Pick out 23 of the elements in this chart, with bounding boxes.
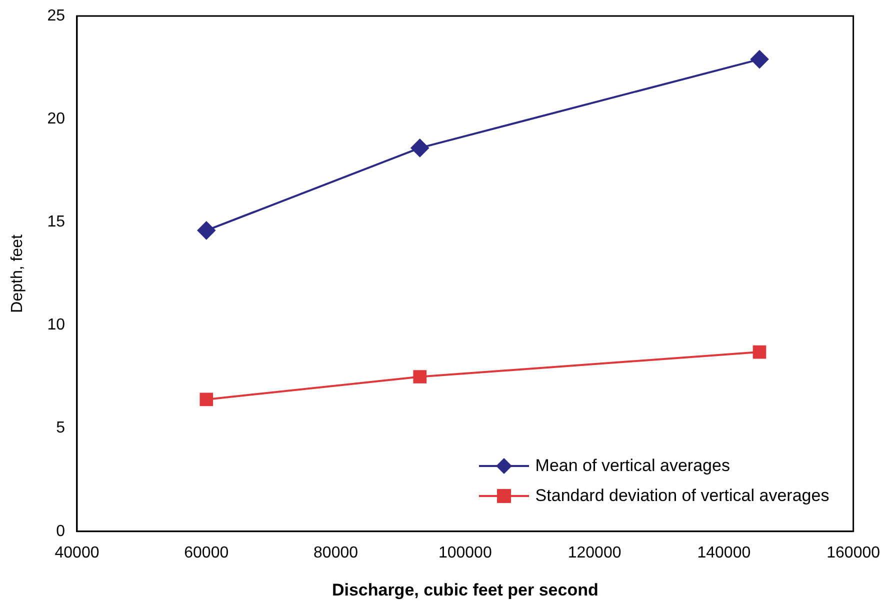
y-axis-title: Depth, feet [9, 234, 26, 313]
x-tick-label: 140000 [697, 544, 751, 562]
y-tick-label: 10 [47, 316, 66, 334]
point [200, 392, 214, 406]
y-tick-label: 15 [47, 214, 66, 231]
legend-label: Standard deviation of vertical averages [535, 486, 830, 506]
point [410, 138, 429, 157]
x-tick-label: 40000 [54, 544, 100, 562]
x-tick-label: 60000 [184, 544, 229, 562]
y-tick-label: 25 [47, 7, 66, 24]
point [197, 221, 216, 240]
y-tick-label: 20 [47, 110, 66, 128]
x-axis-title: Discharge, cubic feet per second [332, 580, 598, 600]
y-tick-label: 5 [56, 420, 66, 437]
point [413, 370, 427, 384]
x-tick-label: 100000 [438, 544, 492, 562]
x-tick-label: 160000 [826, 544, 880, 562]
x-tick-label: 80000 [314, 544, 358, 562]
legend-label: Mean of vertical averages [535, 456, 730, 476]
point [752, 345, 766, 359]
point [750, 50, 768, 68]
x-tick-label: 120000 [568, 544, 622, 562]
y-tick-label: 0 [56, 522, 66, 540]
